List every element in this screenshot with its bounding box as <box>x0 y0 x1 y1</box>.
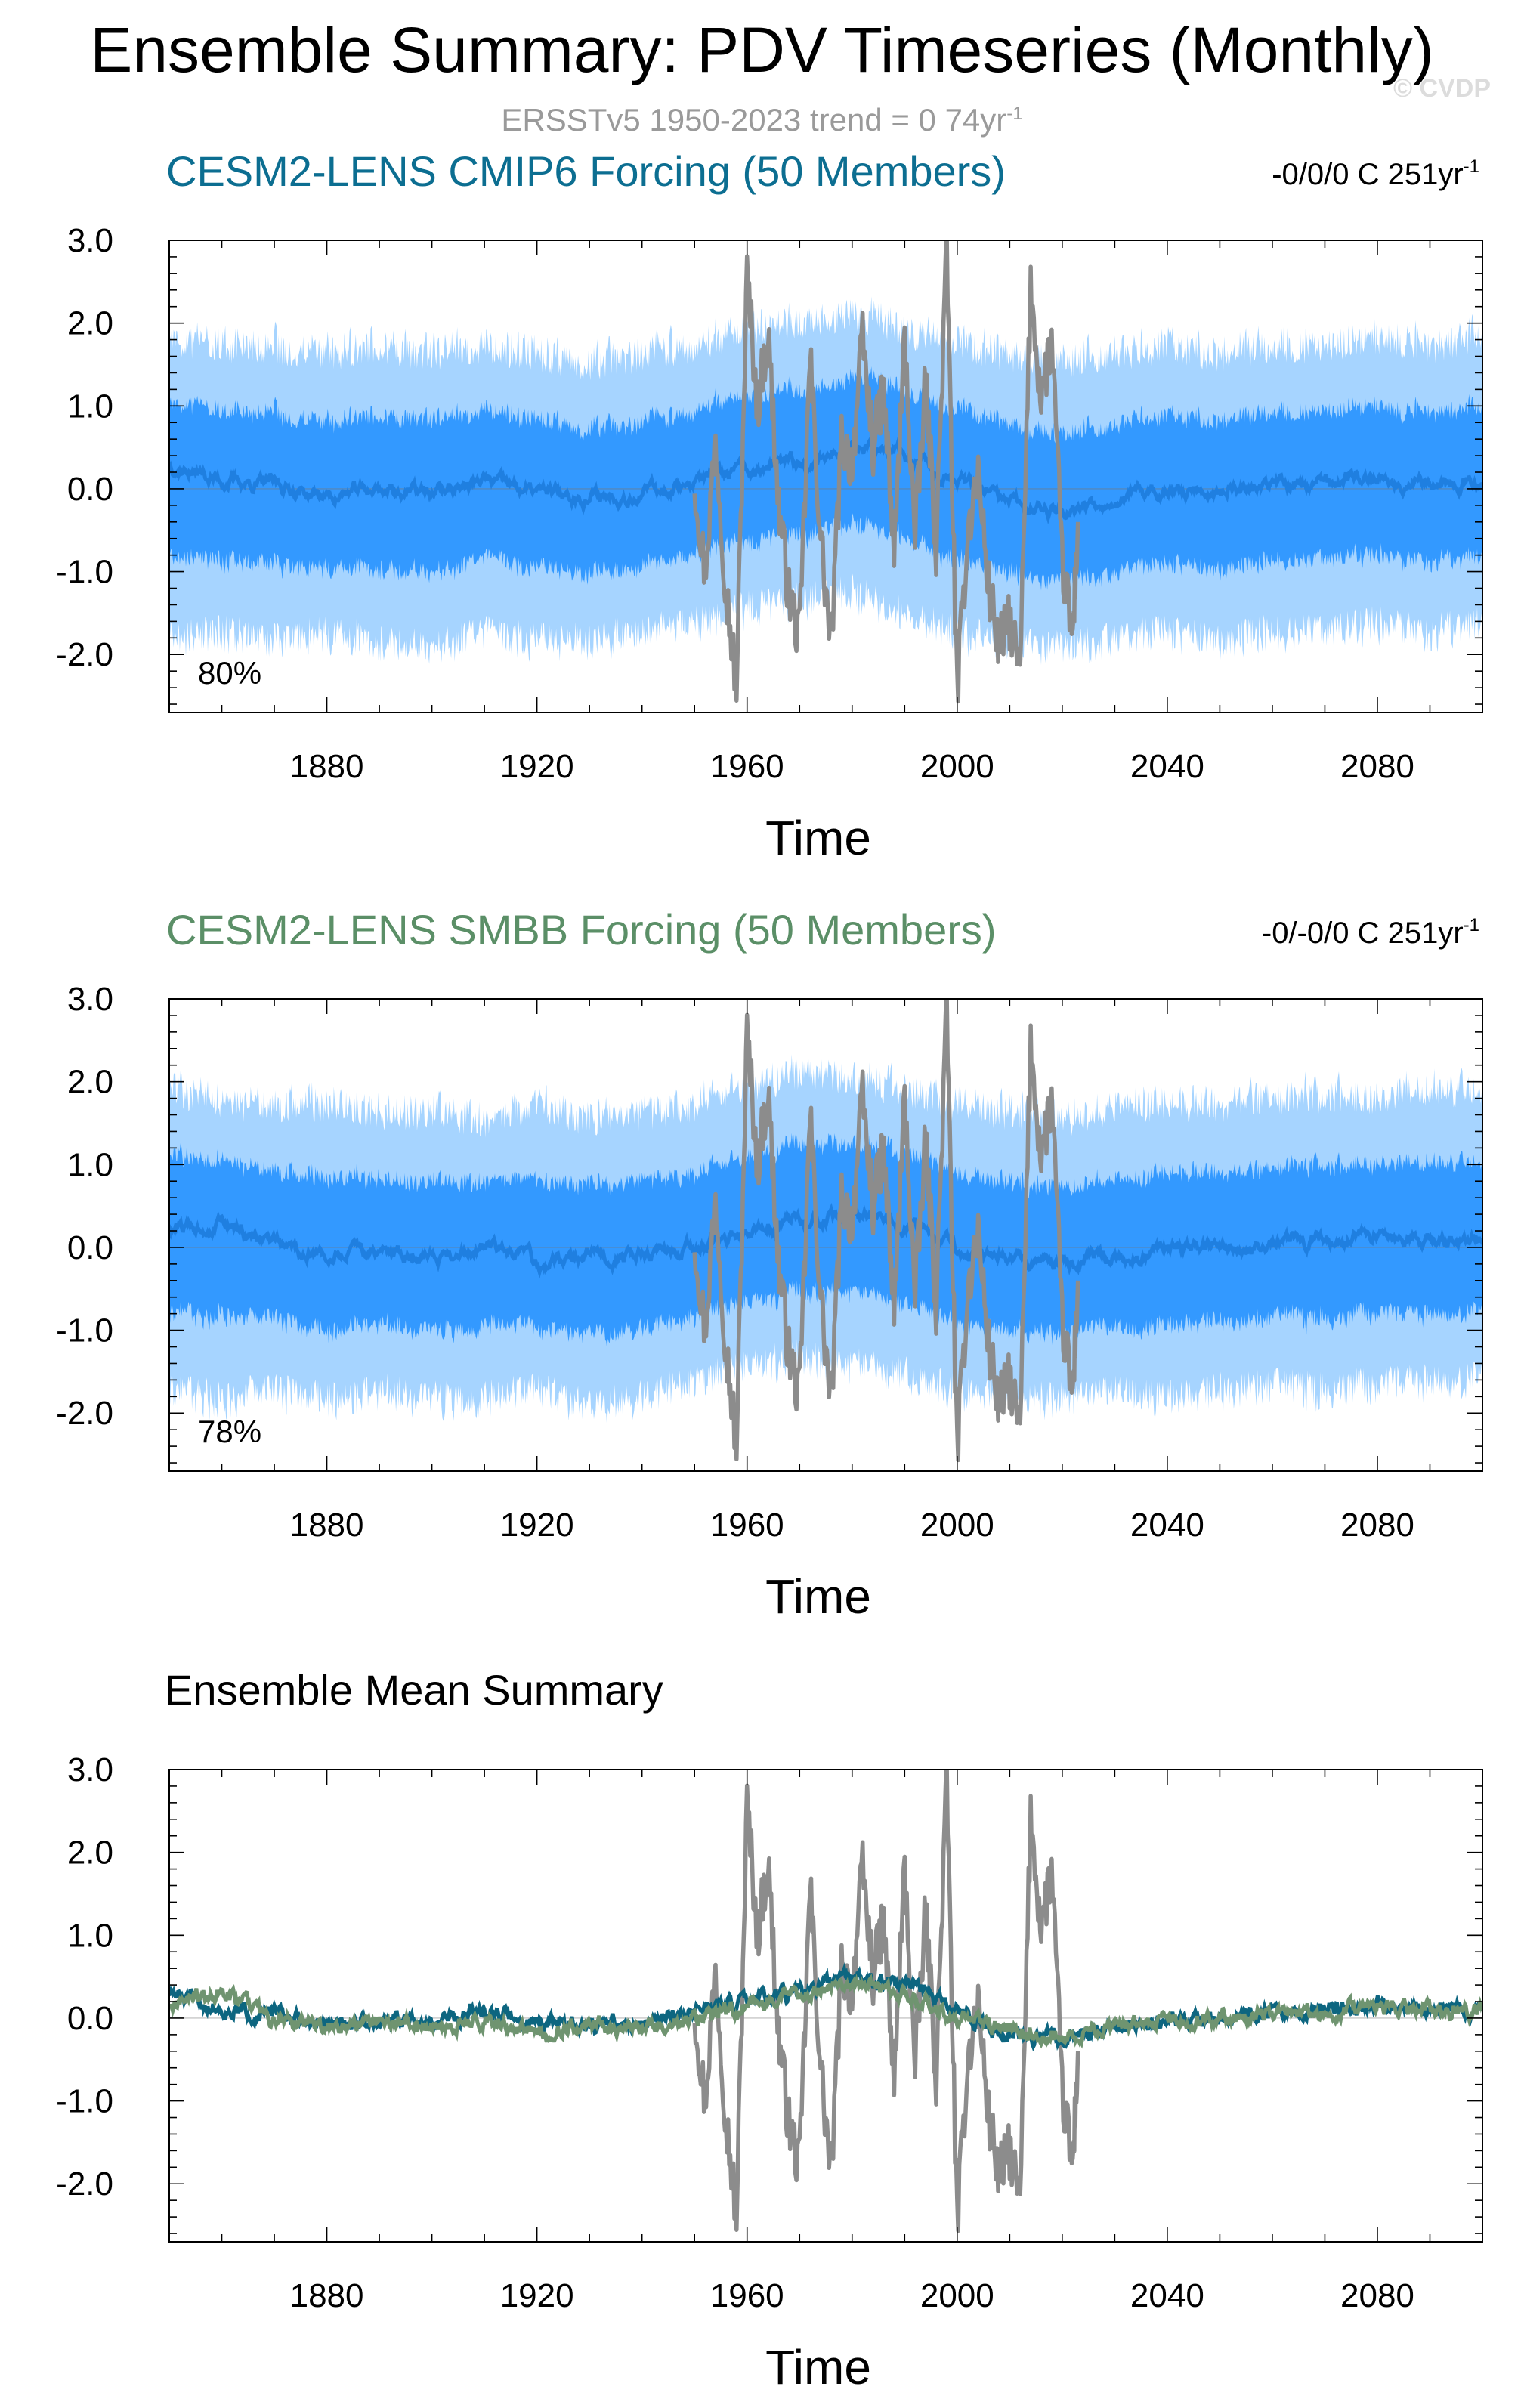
x-tick-label: 1920 <box>500 2277 574 2314</box>
x-tick-label: 1880 <box>290 748 364 785</box>
y-tick-label: 2.0 <box>67 1064 113 1101</box>
plot-area <box>169 1770 1482 2233</box>
observed-series-line <box>692 240 1080 704</box>
x-tick-label: 2000 <box>920 2277 994 2314</box>
x-tick-label: 1960 <box>710 748 784 785</box>
y-tick-label: -1.0 <box>56 2083 113 2120</box>
ensemble-spread-inner <box>169 366 1482 592</box>
y-tick-label: 0.0 <box>67 2000 113 2037</box>
y-tick-label: 0.0 <box>67 471 113 508</box>
x-axis-label: Time <box>765 2340 871 2394</box>
trend-label: -0/0/0 C 251yr-1 <box>1272 156 1479 191</box>
page-subtitle: ERSSTv5 1950-2023 trend = 0 74yr-1 <box>0 102 1524 138</box>
x-axis-label: Time <box>765 811 871 865</box>
chart-panel-2: 3.0 2.0 1.0 0.0 -1.0 -2.0 1880 1920 1960 2000 2040… <box>56 906 1483 1624</box>
percent-label: 80% <box>198 655 261 691</box>
x-tick-label: 2040 <box>1130 748 1204 785</box>
plot-frame <box>168 1769 1483 2243</box>
subtitle-text: ERSSTv5 1950-2023 trend = 0 74yr <box>501 102 1007 138</box>
percent-label: 78% <box>198 1414 261 1449</box>
y-tick-label: 2.0 <box>67 305 113 342</box>
trend-exponent: -1 <box>1464 156 1479 177</box>
x-tick-label: 2040 <box>1130 1507 1204 1544</box>
y-tick-label: 1.0 <box>67 1146 113 1183</box>
ensemble-mean-line <box>169 1202 1482 1279</box>
watermark: © CVDP <box>1393 74 1491 103</box>
panel-title: CESM2-LENS SMBB Forcing (50 Members) <box>166 906 997 954</box>
x-tick-label: 1880 <box>290 2277 364 2314</box>
plot-frame <box>168 998 1483 1472</box>
smbb-mean-line <box>169 1974 1482 2049</box>
x-tick-label: 2080 <box>1340 1507 1414 1544</box>
chart-panel-1: 3.0 2.0 1.0 0.0 -1.0 -2.0 1880 1920 1960 2000 2040… <box>56 147 1483 865</box>
y-tick-label: 3.0 <box>67 981 113 1018</box>
x-tick-label: 1920 <box>500 1507 574 1544</box>
y-tick-label: 1.0 <box>67 1917 113 1954</box>
page-title: Ensemble Summary: PDV Timeseries (Monthl… <box>90 14 1434 85</box>
ensemble-mean-line <box>169 434 1482 525</box>
y-tick-label: 3.0 <box>67 1751 113 1788</box>
trend-exponent: -1 <box>1464 915 1479 935</box>
x-tick-label: 1960 <box>710 1507 784 1544</box>
panel-title: CESM2-LENS CMIP6 Forcing (50 Members) <box>166 147 1006 195</box>
x-axis-label: Time <box>765 1569 871 1624</box>
trend-value: -0/-0/0 C 251yr <box>1262 917 1464 950</box>
plot-area <box>169 999 1482 1463</box>
ensemble-spread-inner <box>169 1133 1482 1349</box>
observed-series-line <box>692 999 1080 1463</box>
y-tick-label: -2.0 <box>56 2165 113 2202</box>
subtitle-exponent: -1 <box>1006 104 1023 124</box>
y-tick-label: -2.0 <box>56 636 113 673</box>
trend-value: -0/0/0 C 251yr <box>1272 158 1463 191</box>
x-tick-label: 1960 <box>710 2277 784 2314</box>
x-tick-label: 2080 <box>1340 748 1414 785</box>
y-tick-label: 3.0 <box>67 222 113 259</box>
trend-label: -0/-0/0 C 251yr-1 <box>1262 915 1479 950</box>
y-tick-label: 1.0 <box>67 388 113 425</box>
x-tick-label: 1920 <box>500 748 574 785</box>
x-tick-label: 1880 <box>290 1507 364 1544</box>
x-tick-label: 2080 <box>1340 2277 1414 2314</box>
y-tick-label: 0.0 <box>67 1229 113 1266</box>
y-tick-label: 2.0 <box>67 1835 113 1872</box>
y-tick-label: -1.0 <box>56 554 113 591</box>
x-tick-label: 2040 <box>1130 2277 1204 2314</box>
chart-panel-3: 3.0 2.0 1.0 0.0 -1.0 -2.0 1880 1920 1960 2000 2040… <box>56 1666 1483 2394</box>
y-tick-label: -1.0 <box>56 1312 113 1349</box>
x-tick-label: 2000 <box>920 748 994 785</box>
plot-frame <box>168 240 1483 713</box>
y-tick-label: -2.0 <box>56 1395 113 1432</box>
x-tick-label: 2000 <box>920 1507 994 1544</box>
observed-series-line <box>692 1770 1080 2233</box>
plot-area <box>169 240 1482 704</box>
panel-title: Ensemble Mean Summary <box>165 1666 663 1714</box>
